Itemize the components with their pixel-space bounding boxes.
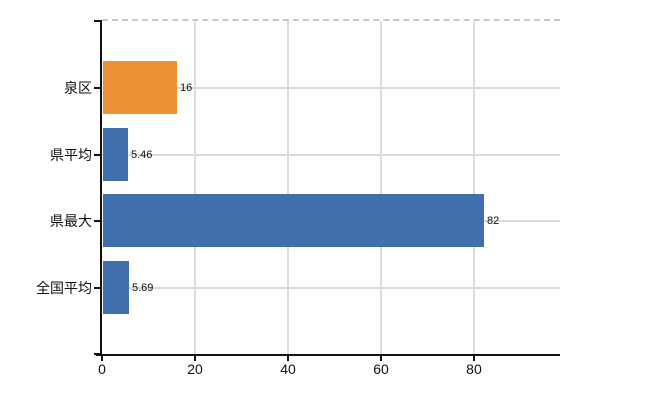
bar-value-label: 5.46 bbox=[131, 148, 153, 161]
vertical-gridline bbox=[193, 21, 196, 354]
category-label: 県平均 bbox=[50, 146, 92, 163]
bar-value-label: 5.69 bbox=[132, 281, 154, 294]
y-axis-tick bbox=[94, 220, 102, 222]
category-label: 泉区 bbox=[64, 80, 92, 96]
x-axis-tick bbox=[193, 356, 196, 361]
bar-value-label: 16 bbox=[180, 82, 193, 94]
y-axis-tick bbox=[94, 153, 102, 156]
plot-top-border bbox=[102, 19, 560, 21]
bar bbox=[103, 61, 177, 114]
x-axis-tick-label: 0 bbox=[98, 361, 106, 377]
vertical-gridline bbox=[379, 21, 382, 354]
bar bbox=[103, 260, 129, 314]
y-axis-top-tick bbox=[94, 20, 102, 22]
y-axis-bottom-tick bbox=[94, 353, 102, 355]
x-axis-tick bbox=[379, 356, 382, 361]
x-axis-line bbox=[96, 354, 560, 356]
vertical-gridline bbox=[286, 21, 289, 354]
x-axis-tick bbox=[472, 356, 475, 361]
x-axis-tick-label: 20 bbox=[187, 361, 203, 377]
category-label: 県最大 bbox=[50, 213, 92, 229]
vertical-gridline bbox=[472, 21, 475, 354]
y-axis-tick bbox=[94, 87, 102, 89]
x-axis-tick bbox=[286, 356, 289, 361]
x-axis-tick-label: 60 bbox=[373, 361, 389, 377]
category-label: 全国平均 bbox=[36, 279, 92, 296]
x-axis-tick-label: 80 bbox=[466, 361, 482, 377]
y-axis-line bbox=[100, 21, 102, 355]
horizontal-gridline bbox=[102, 153, 560, 156]
bar-value-label: 82 bbox=[487, 215, 500, 227]
x-axis-tick bbox=[101, 356, 103, 361]
horizontal-gridline bbox=[102, 286, 560, 289]
horizontal-gridline bbox=[102, 87, 560, 89]
bar bbox=[103, 127, 128, 181]
x-axis-tick-label: 40 bbox=[280, 361, 296, 377]
bar bbox=[103, 194, 484, 247]
y-axis-tick bbox=[94, 286, 102, 289]
